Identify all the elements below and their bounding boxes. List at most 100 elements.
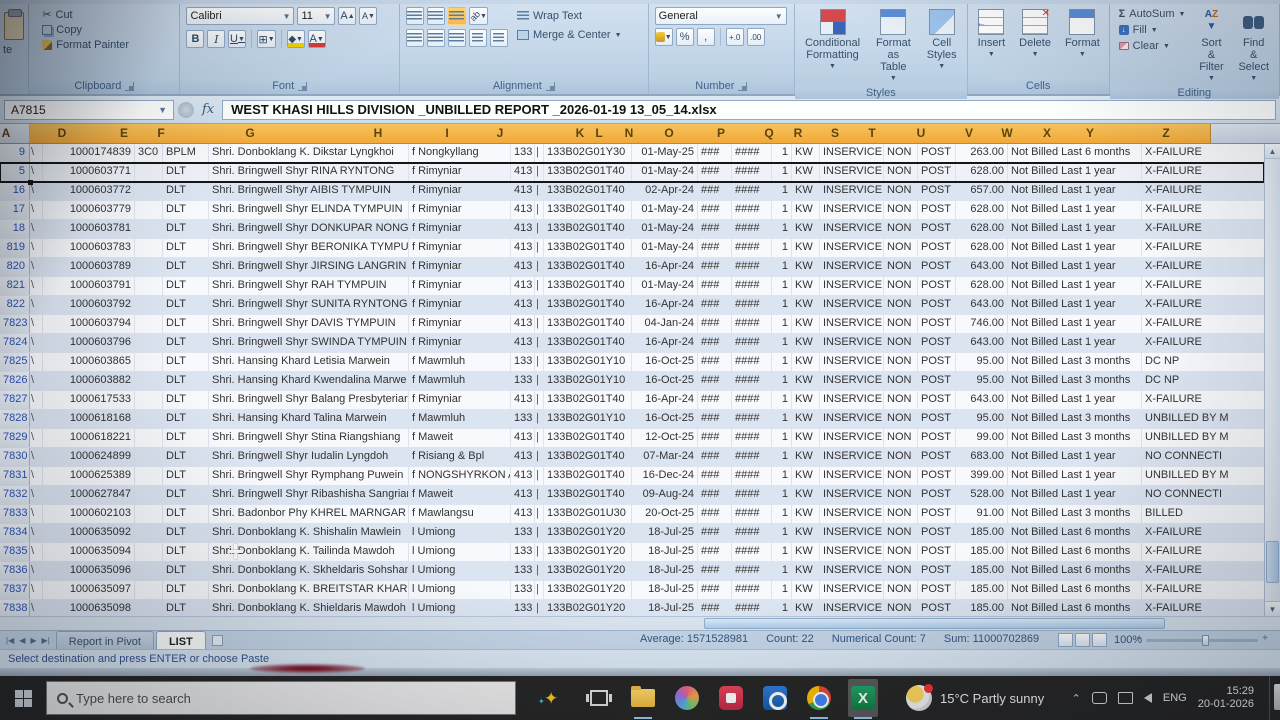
- cell-code[interactable]: 133B02G01T40: [544, 296, 632, 314]
- horizontal-scroll-thumb[interactable]: [704, 618, 1165, 629]
- cell-acct[interactable]: 1000635092: [43, 524, 135, 542]
- alignment-dialog-launcher-icon[interactable]: [545, 81, 555, 91]
- table-row[interactable]: 7834 \ 1000635092 DLT Shri. Donboklang K. Sh…: [0, 524, 1264, 543]
- cell-acct[interactable]: 1000603772: [43, 182, 135, 200]
- cell-acct[interactable]: 1000602103: [43, 505, 135, 523]
- cell-status[interactable]: DC NP: [1145, 374, 1180, 386]
- cell-p2[interactable]: ####: [732, 144, 772, 162]
- cell-p2[interactable]: ####: [732, 296, 772, 314]
- cell-p1[interactable]: ###: [698, 543, 732, 561]
- cell-amt[interactable]: 643.00: [956, 391, 1008, 409]
- cell-f[interactable]: DLT: [163, 277, 209, 295]
- cell-amt[interactable]: 683.00: [956, 448, 1008, 466]
- cell-t[interactable]: KW: [792, 144, 820, 162]
- cell-date[interactable]: 18-Jul-25: [632, 562, 698, 580]
- cell-status[interactable]: UNBILLED BY M: [1145, 431, 1229, 443]
- cell-t[interactable]: KW: [792, 201, 820, 219]
- cell-u[interactable]: INSERVICE: [820, 543, 884, 561]
- cell-p1[interactable]: ###: [698, 486, 732, 504]
- prev-sheet-icon[interactable]: ◀: [19, 635, 26, 645]
- cell-name[interactable]: Shri. Bringwell Shyr SUNITA RYNTONG: [209, 296, 409, 314]
- cell-u[interactable]: INSERVICE: [820, 182, 884, 200]
- cell-name[interactable]: Shri. Bringwell Shyr Ribashisha Sangriar: [209, 486, 409, 504]
- cell-village[interactable]: l Umiong: [409, 562, 511, 580]
- tray-app-icon[interactable]: [1091, 692, 1107, 704]
- cell-kk[interactable]: 413: [511, 163, 535, 181]
- cell-amt[interactable]: 628.00: [956, 163, 1008, 181]
- column-header-U[interactable]: U: [916, 126, 926, 140]
- cell-village[interactable]: f Nongkyllang: [409, 144, 511, 162]
- cell-w[interactable]: POST: [918, 600, 956, 616]
- cell-billed[interactable]: Not Billed Last 1 year: [1008, 296, 1142, 314]
- table-row[interactable]: 16 \ 1000603772 DLT Shri. Bringwell Shyr AIB…: [0, 182, 1264, 201]
- zoom-slider-thumb[interactable]: [1202, 635, 1209, 646]
- cell-u[interactable]: INSERVICE: [820, 448, 884, 466]
- cell-v[interactable]: NON: [884, 562, 918, 580]
- cell-date[interactable]: 12-Oct-25: [632, 429, 698, 447]
- cell-acct[interactable]: 1000603781: [43, 220, 135, 238]
- cell-acct[interactable]: 1000603783: [43, 239, 135, 257]
- cell-w[interactable]: POST: [918, 220, 956, 238]
- cell-status[interactable]: NO CONNECTI: [1145, 450, 1222, 462]
- cell-w[interactable]: POST: [918, 391, 956, 409]
- cell-code[interactable]: 133B02G01T40: [544, 391, 632, 409]
- cell-ll[interactable]: |: [535, 144, 544, 162]
- cell-e[interactable]: [135, 486, 163, 504]
- cell-s[interactable]: 1: [772, 201, 792, 219]
- cell-t[interactable]: KW: [792, 562, 820, 580]
- network-icon[interactable]: [1117, 692, 1133, 704]
- row-header[interactable]: 7827: [0, 391, 30, 409]
- vertical-scrollbar[interactable]: ▲ ▼: [1264, 144, 1280, 616]
- cell-name[interactable]: Shri. Donboklang K. Skheldaris Sohshan: [209, 562, 409, 580]
- shrink-font-button[interactable]: A ▼: [359, 7, 378, 25]
- cell-date[interactable]: 07-Mar-24: [632, 448, 698, 466]
- cell-billed[interactable]: Not Billed Last 1 year: [1008, 315, 1142, 333]
- cell-village[interactable]: f Rimyniar: [409, 163, 511, 181]
- cell-date[interactable]: 01-May-24: [632, 220, 698, 238]
- cell-mark[interactable]: \: [30, 581, 43, 599]
- cell-village[interactable]: f Rimyniar: [409, 315, 511, 333]
- cell-status[interactable]: X-FAILURE: [1145, 165, 1202, 177]
- next-sheet-icon[interactable]: ▶: [30, 635, 37, 645]
- table-row[interactable]: 820 \ 1000603789 DLT Shri. Bringwell Shyr JI…: [0, 258, 1264, 277]
- cell-v[interactable]: NON: [884, 315, 918, 333]
- cell-p1[interactable]: ###: [698, 296, 732, 314]
- cell-mark[interactable]: \: [30, 505, 43, 523]
- cell-t[interactable]: KW: [792, 296, 820, 314]
- cell-u[interactable]: INSERVICE: [820, 562, 884, 580]
- table-row[interactable]: 9 \ 1000174839 3C0 BPLM Shri. Donboklang K. D…: [0, 144, 1264, 163]
- cell-amt[interactable]: 746.00: [956, 315, 1008, 333]
- align-left-button[interactable]: [405, 29, 424, 47]
- cell-e[interactable]: [135, 410, 163, 428]
- cell-p2[interactable]: ####: [732, 600, 772, 616]
- cell-village[interactable]: f NONGSHYRKON A: [409, 467, 511, 485]
- cell-v[interactable]: NON: [884, 201, 918, 219]
- cell-u[interactable]: INSERVICE: [820, 201, 884, 219]
- cell-code[interactable]: 133B02G01Y20: [544, 600, 632, 616]
- cell-mark[interactable]: \: [30, 467, 43, 485]
- row-header[interactable]: 18: [0, 220, 30, 238]
- cell-kk[interactable]: 133: [511, 144, 535, 162]
- cell-f[interactable]: DLT: [163, 239, 209, 257]
- cell-village[interactable]: f Rimyniar: [409, 391, 511, 409]
- cell-s[interactable]: 1: [772, 524, 792, 542]
- cell-v[interactable]: NON: [884, 372, 918, 390]
- row-header[interactable]: 822: [0, 296, 30, 314]
- cell-code[interactable]: 133B02G01T40: [544, 182, 632, 200]
- cell-s[interactable]: 1: [772, 505, 792, 523]
- cell-p2[interactable]: ####: [732, 239, 772, 257]
- cell-name[interactable]: Shri. Bringwell Shyr Rymphang Puwein: [209, 467, 409, 485]
- table-row[interactable]: 7829 \ 1000618221 DLT Shri. Bringwell Shyr S…: [0, 429, 1264, 448]
- cell-s[interactable]: 1: [772, 372, 792, 390]
- cell-v[interactable]: NON: [884, 353, 918, 371]
- column-header-Y[interactable]: Y: [1085, 126, 1095, 140]
- cell-kk[interactable]: 133: [511, 562, 535, 580]
- cell-e[interactable]: [135, 182, 163, 200]
- cell-e[interactable]: [135, 201, 163, 219]
- cell-acct[interactable]: 1000635098: [43, 600, 135, 616]
- cell-e[interactable]: [135, 296, 163, 314]
- cell-amt[interactable]: 95.00: [956, 353, 1008, 371]
- cell-kk[interactable]: 413: [511, 429, 535, 447]
- cell-p2[interactable]: ####: [732, 315, 772, 333]
- cell-status[interactable]: X-FAILURE: [1145, 260, 1202, 272]
